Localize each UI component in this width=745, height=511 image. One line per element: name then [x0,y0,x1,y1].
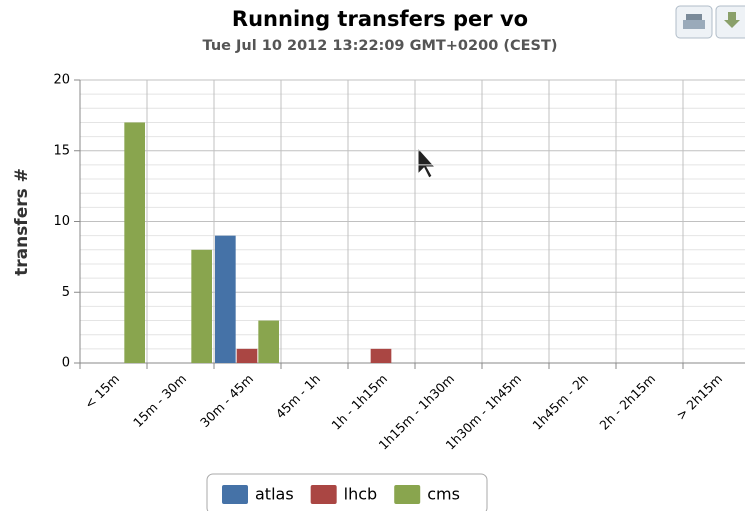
x-tick-label: > 2h15m [673,371,725,423]
x-tick-label: 30m - 45m [197,371,256,430]
chart-title: Running transfers per vo [232,7,528,31]
export-button[interactable] [715,5,745,39]
bar [124,122,145,363]
y-tick-label: 5 [62,285,70,300]
y-tick-label: 10 [53,214,70,229]
x-tick-label: 15m - 30m [130,371,189,430]
mouse-cursor [417,146,437,179]
chart-subtitle: Tue Jul 10 2012 13:22:09 GMT+0200 (CEST) [203,38,558,54]
legend-swatch [394,485,421,504]
y-tick-label: 20 [53,73,70,88]
bar [215,235,236,363]
print-button[interactable] [675,5,713,39]
x-tick-label: < 15m [81,371,122,412]
bar [370,348,392,363]
bar [258,320,279,363]
legend-swatch [222,485,248,504]
x-tick-label: 2h - 2h15m [596,371,658,433]
legend-label: atlas [255,485,294,504]
y-tick-label: 15 [53,143,70,158]
bar [191,249,212,363]
legend-swatch [310,485,337,504]
x-tick-label: 45m - 1h [273,371,324,422]
x-tick-label: 1h - 1h15m [328,371,390,433]
legend-label: cms [427,485,460,504]
x-tick-label: 1h45m - 2h [529,371,591,433]
y-axis-label: transfers # [12,168,32,276]
bar [236,348,258,363]
y-tick-label: 0 [62,356,70,371]
legend-label: lhcb [344,485,378,504]
